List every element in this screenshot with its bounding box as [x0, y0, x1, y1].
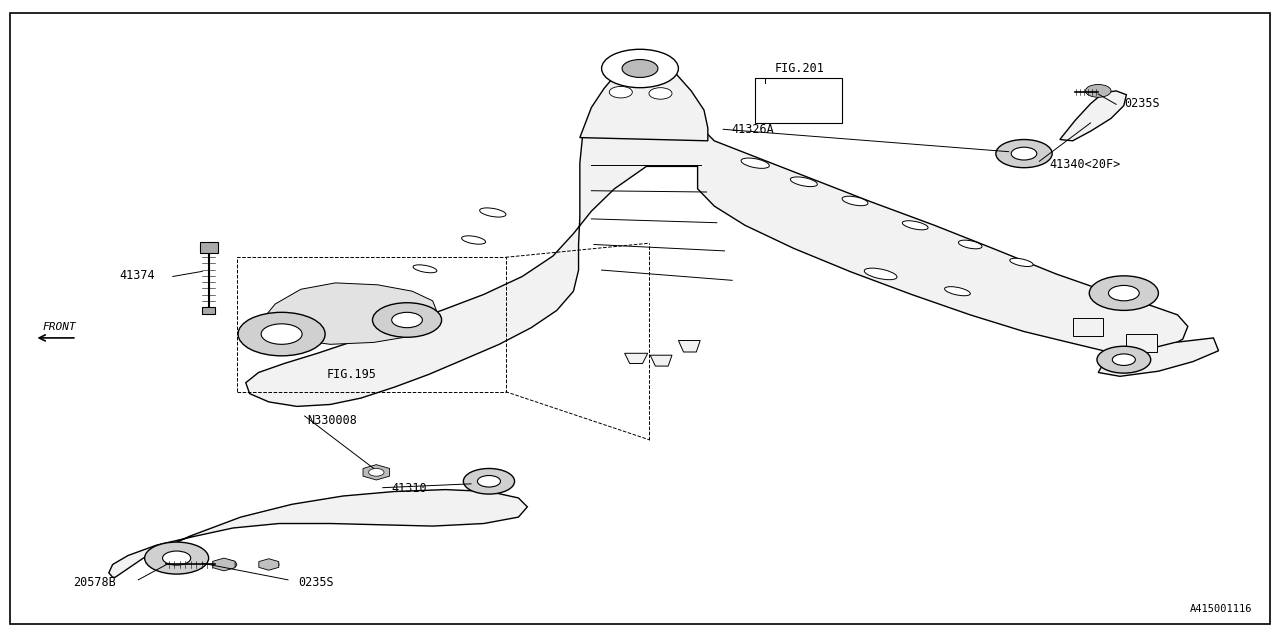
Polygon shape: [625, 353, 648, 364]
Ellipse shape: [413, 265, 436, 273]
Circle shape: [1097, 346, 1151, 373]
Text: FIG.195: FIG.195: [326, 368, 376, 381]
Circle shape: [163, 551, 191, 565]
Text: 0235S: 0235S: [1124, 97, 1160, 110]
Circle shape: [264, 561, 279, 568]
Polygon shape: [1098, 338, 1219, 376]
Circle shape: [1011, 147, 1037, 160]
Polygon shape: [109, 490, 527, 577]
Bar: [1073, 318, 1103, 336]
Polygon shape: [678, 340, 700, 352]
Bar: [202, 307, 215, 314]
Bar: [1126, 334, 1157, 352]
Circle shape: [392, 312, 422, 328]
Bar: [200, 242, 218, 253]
Polygon shape: [364, 465, 389, 480]
Circle shape: [1112, 354, 1135, 365]
Polygon shape: [259, 559, 279, 570]
Polygon shape: [650, 355, 672, 366]
Polygon shape: [580, 64, 708, 141]
Text: 41310: 41310: [392, 483, 428, 495]
Circle shape: [238, 312, 325, 356]
Polygon shape: [212, 558, 236, 571]
Text: N330008: N330008: [307, 414, 357, 427]
Circle shape: [1108, 285, 1139, 301]
Text: 41326A: 41326A: [731, 123, 773, 136]
Circle shape: [477, 476, 500, 487]
Text: FIG.201: FIG.201: [774, 62, 824, 75]
Circle shape: [369, 468, 384, 476]
Ellipse shape: [741, 158, 769, 168]
Circle shape: [602, 49, 678, 88]
Ellipse shape: [902, 221, 928, 230]
Text: 41340<20F>: 41340<20F>: [1050, 158, 1121, 171]
Circle shape: [463, 468, 515, 494]
Polygon shape: [246, 65, 1188, 406]
Ellipse shape: [842, 196, 868, 205]
Circle shape: [219, 560, 237, 569]
Circle shape: [372, 303, 442, 337]
Ellipse shape: [959, 240, 982, 249]
Ellipse shape: [864, 268, 897, 280]
Ellipse shape: [790, 177, 818, 187]
Ellipse shape: [945, 287, 970, 296]
Bar: [237, 257, 506, 392]
Circle shape: [365, 467, 388, 478]
Circle shape: [261, 324, 302, 344]
Text: A415001116: A415001116: [1189, 604, 1252, 614]
Bar: [755, 78, 842, 123]
Circle shape: [1089, 276, 1158, 310]
Ellipse shape: [1010, 259, 1033, 266]
Circle shape: [609, 86, 632, 98]
Polygon shape: [1060, 91, 1126, 141]
Ellipse shape: [462, 236, 485, 244]
Circle shape: [996, 140, 1052, 168]
Text: 0235S: 0235S: [298, 576, 334, 589]
Text: FRONT: FRONT: [42, 321, 76, 332]
Polygon shape: [266, 283, 438, 344]
Ellipse shape: [480, 208, 506, 217]
Text: 20578B: 20578B: [73, 576, 115, 589]
Circle shape: [622, 60, 658, 77]
Text: 41374: 41374: [119, 269, 155, 282]
Circle shape: [649, 88, 672, 99]
Circle shape: [1085, 84, 1111, 97]
Circle shape: [145, 542, 209, 574]
